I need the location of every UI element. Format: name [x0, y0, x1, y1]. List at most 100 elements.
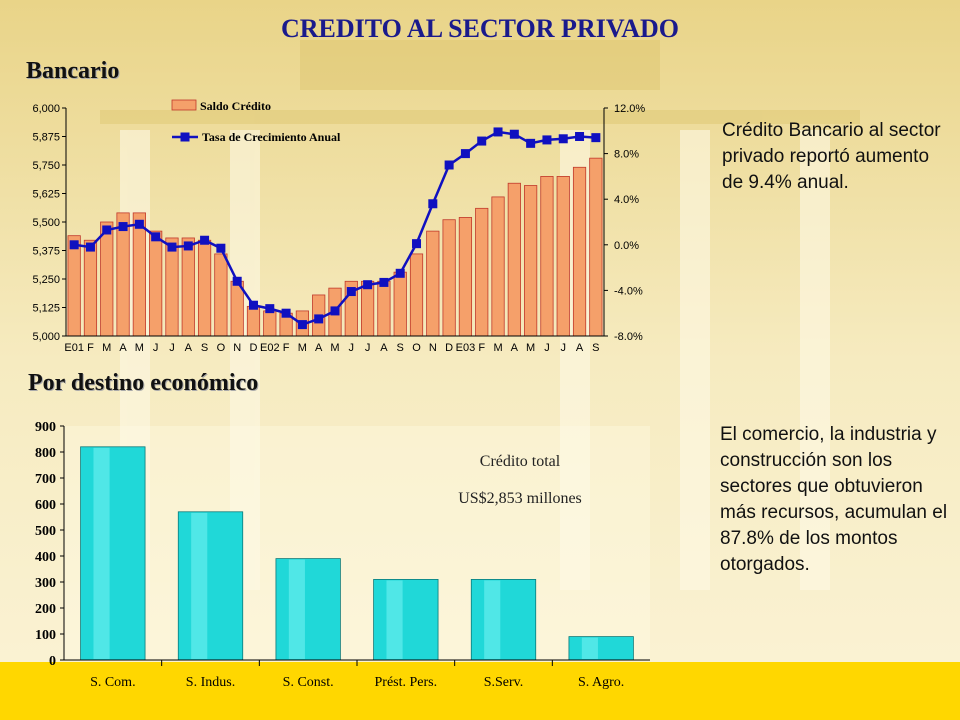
bar-destino: [275, 558, 341, 661]
x-tick-label: F: [478, 342, 485, 354]
y-tick-label: 100: [35, 628, 56, 643]
bar-destino: [568, 636, 634, 661]
point-tasa-crecimiento: [281, 308, 291, 318]
point-tasa-crecimiento: [200, 235, 210, 245]
point-tasa-crecimiento: [248, 300, 258, 310]
x-tick-label: J: [349, 342, 355, 354]
point-tasa-crecimiento: [591, 133, 601, 143]
legend-swatch-saldo: [171, 99, 197, 111]
x-tick-label: J: [560, 342, 566, 354]
point-tasa-crecimiento: [69, 240, 79, 250]
y-right-tick-label: 0.0%: [614, 240, 639, 252]
x-tick-label: N: [233, 342, 241, 354]
y-tick-label: 800: [35, 446, 56, 461]
y-left-tick-label: 5,500: [32, 217, 60, 229]
y-tick-label: 700: [35, 472, 56, 487]
x-tick-label: S. Com.: [90, 675, 136, 690]
x-tick-label: S: [592, 342, 599, 354]
y-right-tick-label: 4.0%: [614, 194, 639, 206]
point-tasa-crecimiento: [232, 276, 242, 286]
x-tick-label: J: [153, 342, 159, 354]
x-tick-label: S. Const.: [283, 675, 334, 690]
legend-label-tasa: Tasa de Crecimiento Anual: [202, 130, 341, 144]
x-tick-label: S.Serv.: [484, 675, 524, 690]
point-tasa-crecimiento: [134, 219, 144, 229]
x-tick-label: E03: [456, 342, 476, 354]
x-tick-label: D: [445, 342, 453, 354]
y-left-tick-label: 5,750: [32, 160, 60, 172]
x-tick-label: A: [315, 342, 323, 354]
x-tick-label: E02: [260, 342, 280, 354]
point-tasa-crecimiento: [575, 132, 585, 141]
y-left-tick-label: 5,000: [32, 331, 60, 343]
x-tick-label: F: [283, 342, 290, 354]
y-tick-label: 0: [49, 654, 56, 669]
y-tick-label: 200: [35, 602, 56, 617]
x-tick-label: S. Indus.: [186, 675, 235, 690]
x-tick-label: S: [397, 342, 404, 354]
point-tasa-crecimiento: [118, 222, 128, 232]
point-tasa-crecimiento: [85, 242, 95, 252]
y-tick-label: 900: [35, 420, 56, 435]
x-tick-label: M: [330, 342, 339, 354]
x-tick-label: A: [380, 342, 388, 354]
x-tick-label: M: [526, 342, 535, 354]
point-tasa-crecimiento: [509, 129, 519, 139]
point-tasa-crecimiento: [297, 320, 307, 330]
x-tick-label: A: [119, 342, 127, 354]
x-tick-label: A: [576, 342, 584, 354]
x-tick-label: F: [87, 342, 94, 354]
section-title-destino: Por destino económico: [28, 370, 259, 396]
y-tick-label: 600: [35, 498, 56, 513]
bar-destino-highlight: [581, 637, 598, 659]
section-title-bancario: Bancario: [26, 58, 120, 84]
x-tick-label: S: [201, 342, 208, 354]
legend-label-saldo: Saldo Crédito: [200, 99, 271, 113]
page-title: CREDITO AL SECTOR PRIVADO: [280, 14, 680, 43]
point-tasa-crecimiento: [167, 242, 177, 252]
point-tasa-crecimiento: [460, 149, 470, 159]
y-left-tick-label: 6,000: [32, 103, 60, 115]
bar-destino: [373, 579, 439, 661]
y-right-tick-label: 8.0%: [614, 149, 639, 161]
y-left-tick-label: 5,875: [32, 132, 60, 144]
plot-area: [64, 426, 650, 660]
x-tick-label: J: [544, 342, 550, 354]
x-tick-label: A: [185, 342, 193, 354]
point-tasa-crecimiento: [428, 199, 438, 209]
point-tasa-crecimiento: [558, 134, 568, 144]
point-tasa-crecimiento: [151, 232, 161, 242]
x-tick-label: Prést. Pers.: [375, 675, 438, 690]
point-tasa-crecimiento: [363, 280, 373, 290]
annotation-credito-total: Crédito total: [480, 453, 561, 470]
bar-destino: [80, 446, 146, 661]
bar-destino-highlight: [484, 580, 501, 659]
point-tasa-crecimiento: [183, 241, 193, 251]
point-tasa-crecimiento: [526, 138, 536, 148]
x-tick-label: O: [412, 342, 421, 354]
point-tasa-crecimiento: [314, 314, 324, 324]
y-left-tick-label: 5,625: [32, 189, 60, 201]
bar-destino: [470, 579, 537, 661]
bar-destino-highlight: [288, 559, 305, 659]
point-tasa-crecimiento: [412, 239, 422, 249]
y-left-tick-label: 5,375: [32, 246, 60, 258]
y-right-tick-label: 12.0%: [614, 103, 645, 115]
point-tasa-crecimiento: [542, 135, 552, 145]
legend-marker-tasa: [180, 132, 190, 142]
x-tick-label: M: [102, 342, 111, 354]
summary-text-bancario: Crédito Bancario al sector privado repor…: [722, 120, 941, 193]
x-tick-label: S. Agro.: [578, 675, 624, 690]
x-tick-label: M: [135, 342, 144, 354]
bar-destino-highlight: [93, 447, 110, 659]
bottom-banner: [0, 662, 960, 720]
point-tasa-crecimiento: [330, 306, 340, 316]
annotation-monto: US$2,853 millones: [458, 490, 582, 507]
point-tasa-crecimiento: [216, 243, 226, 253]
point-tasa-crecimiento: [477, 136, 487, 146]
y-tick-label: 300: [35, 576, 56, 591]
x-tick-label: O: [217, 342, 226, 354]
bar-destino-highlight: [191, 512, 208, 659]
